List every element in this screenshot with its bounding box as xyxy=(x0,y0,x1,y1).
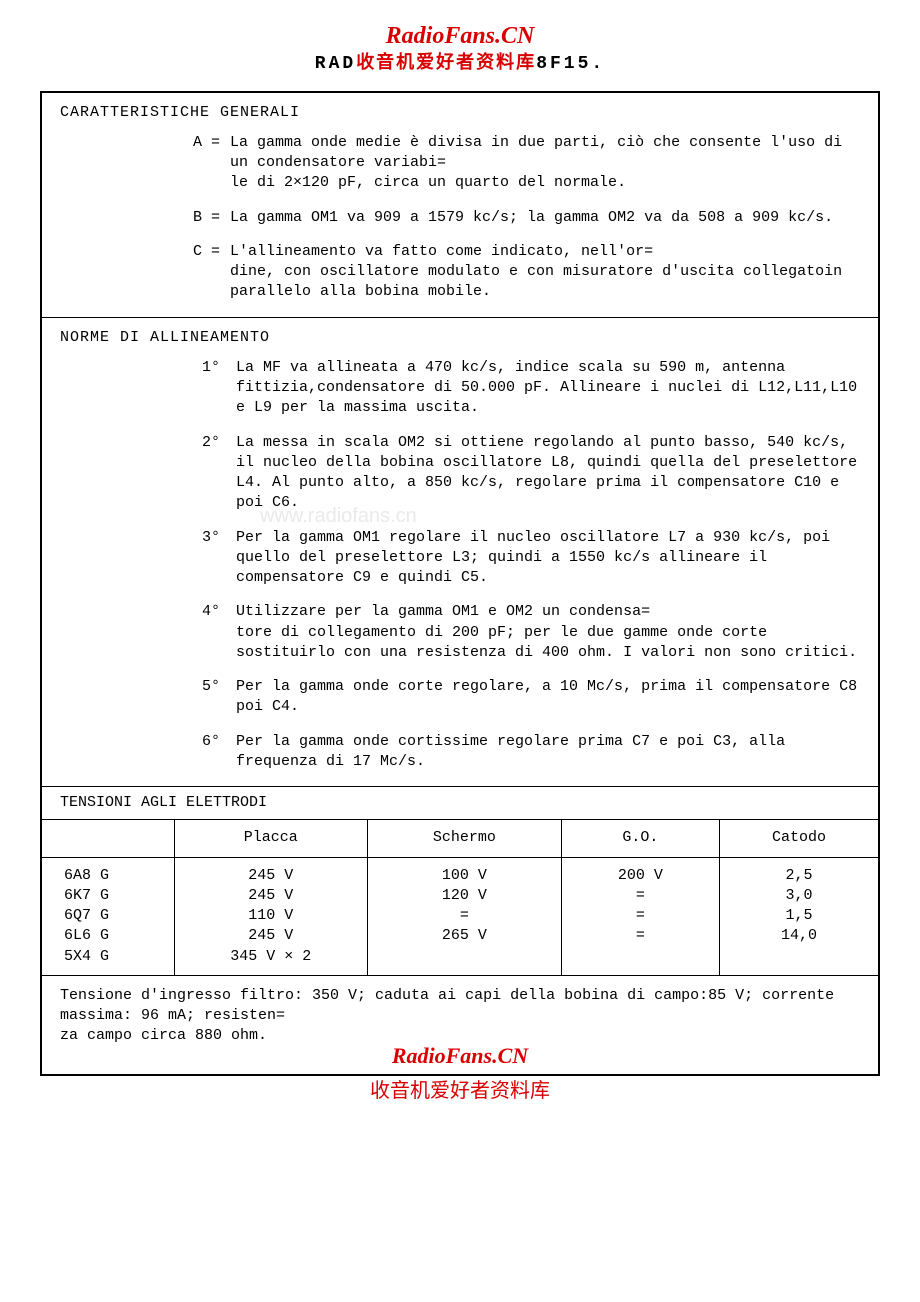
watermark-top-site: RadioFans.CN xyxy=(40,20,880,52)
table-header-cell: G.O. xyxy=(561,820,719,857)
heading-caratteristiche: CARATTERISTICHE GENERALI xyxy=(60,103,860,123)
char-item-label: A = xyxy=(60,133,230,194)
norm-item: 3° Per la gamma OM1 regolare il nucleo o… xyxy=(60,528,860,589)
norm-item-text: La MF va allineata a 470 kc/s, indice sc… xyxy=(236,358,860,419)
char-item-label: C = xyxy=(60,242,230,303)
norm-item-text: Per la gamma onde cortissime regolare pr… xyxy=(236,732,860,773)
table-cell-tubes: 6A8 G 6K7 G 6Q7 G 6L6 G 5X4 G xyxy=(42,857,174,975)
heading-norme: NORME DI ALLINEAMENTO xyxy=(60,328,860,348)
content-frame: CARATTERISTICHE GENERALI A = La gamma on… xyxy=(40,91,880,1077)
norm-item: 6° Per la gamma onde cortissime regolare… xyxy=(60,732,860,773)
voltage-value: 245 V xyxy=(248,867,293,884)
table-header-cell: Placca xyxy=(174,820,368,857)
norm-item-num: 6° xyxy=(60,732,236,773)
section-tensioni-heading: TENSIONI AGLI ELETTRODI xyxy=(42,787,878,820)
norm-item-num: 2° xyxy=(60,433,236,514)
voltage-value: = xyxy=(636,887,645,904)
norm-item-num: 5° xyxy=(60,677,236,718)
tube-name: 6Q7 G xyxy=(64,907,109,924)
voltage-value: 120 V xyxy=(442,887,487,904)
voltage-value: 200 V xyxy=(618,867,663,884)
voltage-value: 14,0 xyxy=(781,927,817,944)
norm-item-num: 4° xyxy=(60,602,236,663)
header-model-left: RAD xyxy=(315,54,356,74)
table-header-cell xyxy=(42,820,174,857)
norm-item: 1° La MF va allineata a 470 kc/s, indice… xyxy=(60,358,860,419)
voltage-value: = xyxy=(460,907,469,924)
voltage-value: 345 V × 2 xyxy=(230,948,311,965)
voltage-value: 1,5 xyxy=(786,907,813,924)
table-cell-placca: 245 V 245 V 110 V 245 V 345 V × 2 xyxy=(174,857,368,975)
heading-tensioni: TENSIONI AGLI ELETTRODI xyxy=(60,794,267,811)
watermark-bottom-chinese: 收音机爱好者资料库 xyxy=(40,1078,880,1105)
voltage-value: 110 V xyxy=(248,907,293,924)
norm-item-num: 1° xyxy=(60,358,236,419)
section-norme: NORME DI ALLINEAMENTO 1° La MF va alline… xyxy=(42,318,878,788)
header-chinese-red: 收音机爱好者资料库 xyxy=(356,52,536,72)
watermark-bottom-site: RadioFans.CN xyxy=(60,1041,860,1071)
voltage-value: 100 V xyxy=(442,867,487,884)
voltage-table: Placca Schermo G.O. Catodo 6A8 G 6K7 G 6… xyxy=(42,820,878,976)
voltage-value: 3,0 xyxy=(786,887,813,904)
char-item: B = La gamma OM1 va 909 a 1579 kc/s; la … xyxy=(60,208,860,228)
section-caratteristiche: CARATTERISTICHE GENERALI A = La gamma on… xyxy=(42,93,878,318)
char-item: C = L'allineamento va fatto come indicat… xyxy=(60,242,860,303)
voltage-footnote: Tensione d'ingresso filtro: 350 V; cadut… xyxy=(42,976,878,1074)
norm-item-text: Utilizzare per la gamma OM1 e OM2 un con… xyxy=(236,602,860,663)
voltage-value: 245 V xyxy=(248,887,293,904)
norm-item: 4° Utilizzare per la gamma OM1 e OM2 un … xyxy=(60,602,860,663)
tube-name: 6K7 G xyxy=(64,887,109,904)
char-item-label: B = xyxy=(60,208,230,228)
norm-item-text: Per la gamma onde corte regolare, a 10 M… xyxy=(236,677,860,718)
voltage-value: 245 V xyxy=(248,927,293,944)
table-header-cell: Catodo xyxy=(720,820,878,857)
char-item-text: L'allineamento va fatto come indicato, n… xyxy=(230,242,860,303)
tube-name: 6L6 G xyxy=(64,927,109,944)
table-cell-schermo: 100 V 120 V = 265 V xyxy=(368,857,562,975)
tube-name: 5X4 G xyxy=(64,948,109,965)
char-item-text: La gamma onde medie è divisa in due part… xyxy=(230,133,860,194)
norm-item-text: Per la gamma OM1 regolare il nucleo osci… xyxy=(236,528,860,589)
norm-item: 5° Per la gamma onde corte regolare, a 1… xyxy=(60,677,860,718)
norm-item: 2° La messa in scala OM2 si ottiene rego… xyxy=(60,433,860,514)
voltage-value: 265 V xyxy=(442,927,487,944)
tube-name: 6A8 G xyxy=(64,867,109,884)
char-item-text: La gamma OM1 va 909 a 1579 kc/s; la gamm… xyxy=(230,208,860,228)
table-cell-catodo: 2,5 3,0 1,5 14,0 xyxy=(720,857,878,975)
char-item: A = La gamma onde medie è divisa in due … xyxy=(60,133,860,194)
header-model-line: RAD收音机爱好者资料库8F15. xyxy=(40,50,880,76)
footnote-text: Tensione d'ingresso filtro: 350 V; cadut… xyxy=(60,987,834,1045)
voltage-value: 2,5 xyxy=(786,867,813,884)
table-header-row: Placca Schermo G.O. Catodo xyxy=(42,820,878,857)
norm-item-num: 3° xyxy=(60,528,236,589)
header-model-right: 8F15. xyxy=(536,54,605,74)
table-cell-go: 200 V = = = xyxy=(561,857,719,975)
voltage-value: = xyxy=(636,927,645,944)
table-header-cell: Schermo xyxy=(368,820,562,857)
table-body-row: 6A8 G 6K7 G 6Q7 G 6L6 G 5X4 G 245 V 245 … xyxy=(42,857,878,975)
voltage-value: = xyxy=(636,907,645,924)
document-page: RadioFans.CN RAD收音机爱好者资料库8F15. CARATTERI… xyxy=(0,0,920,1135)
norm-item-text: La messa in scala OM2 si ottiene regolan… xyxy=(236,433,860,514)
